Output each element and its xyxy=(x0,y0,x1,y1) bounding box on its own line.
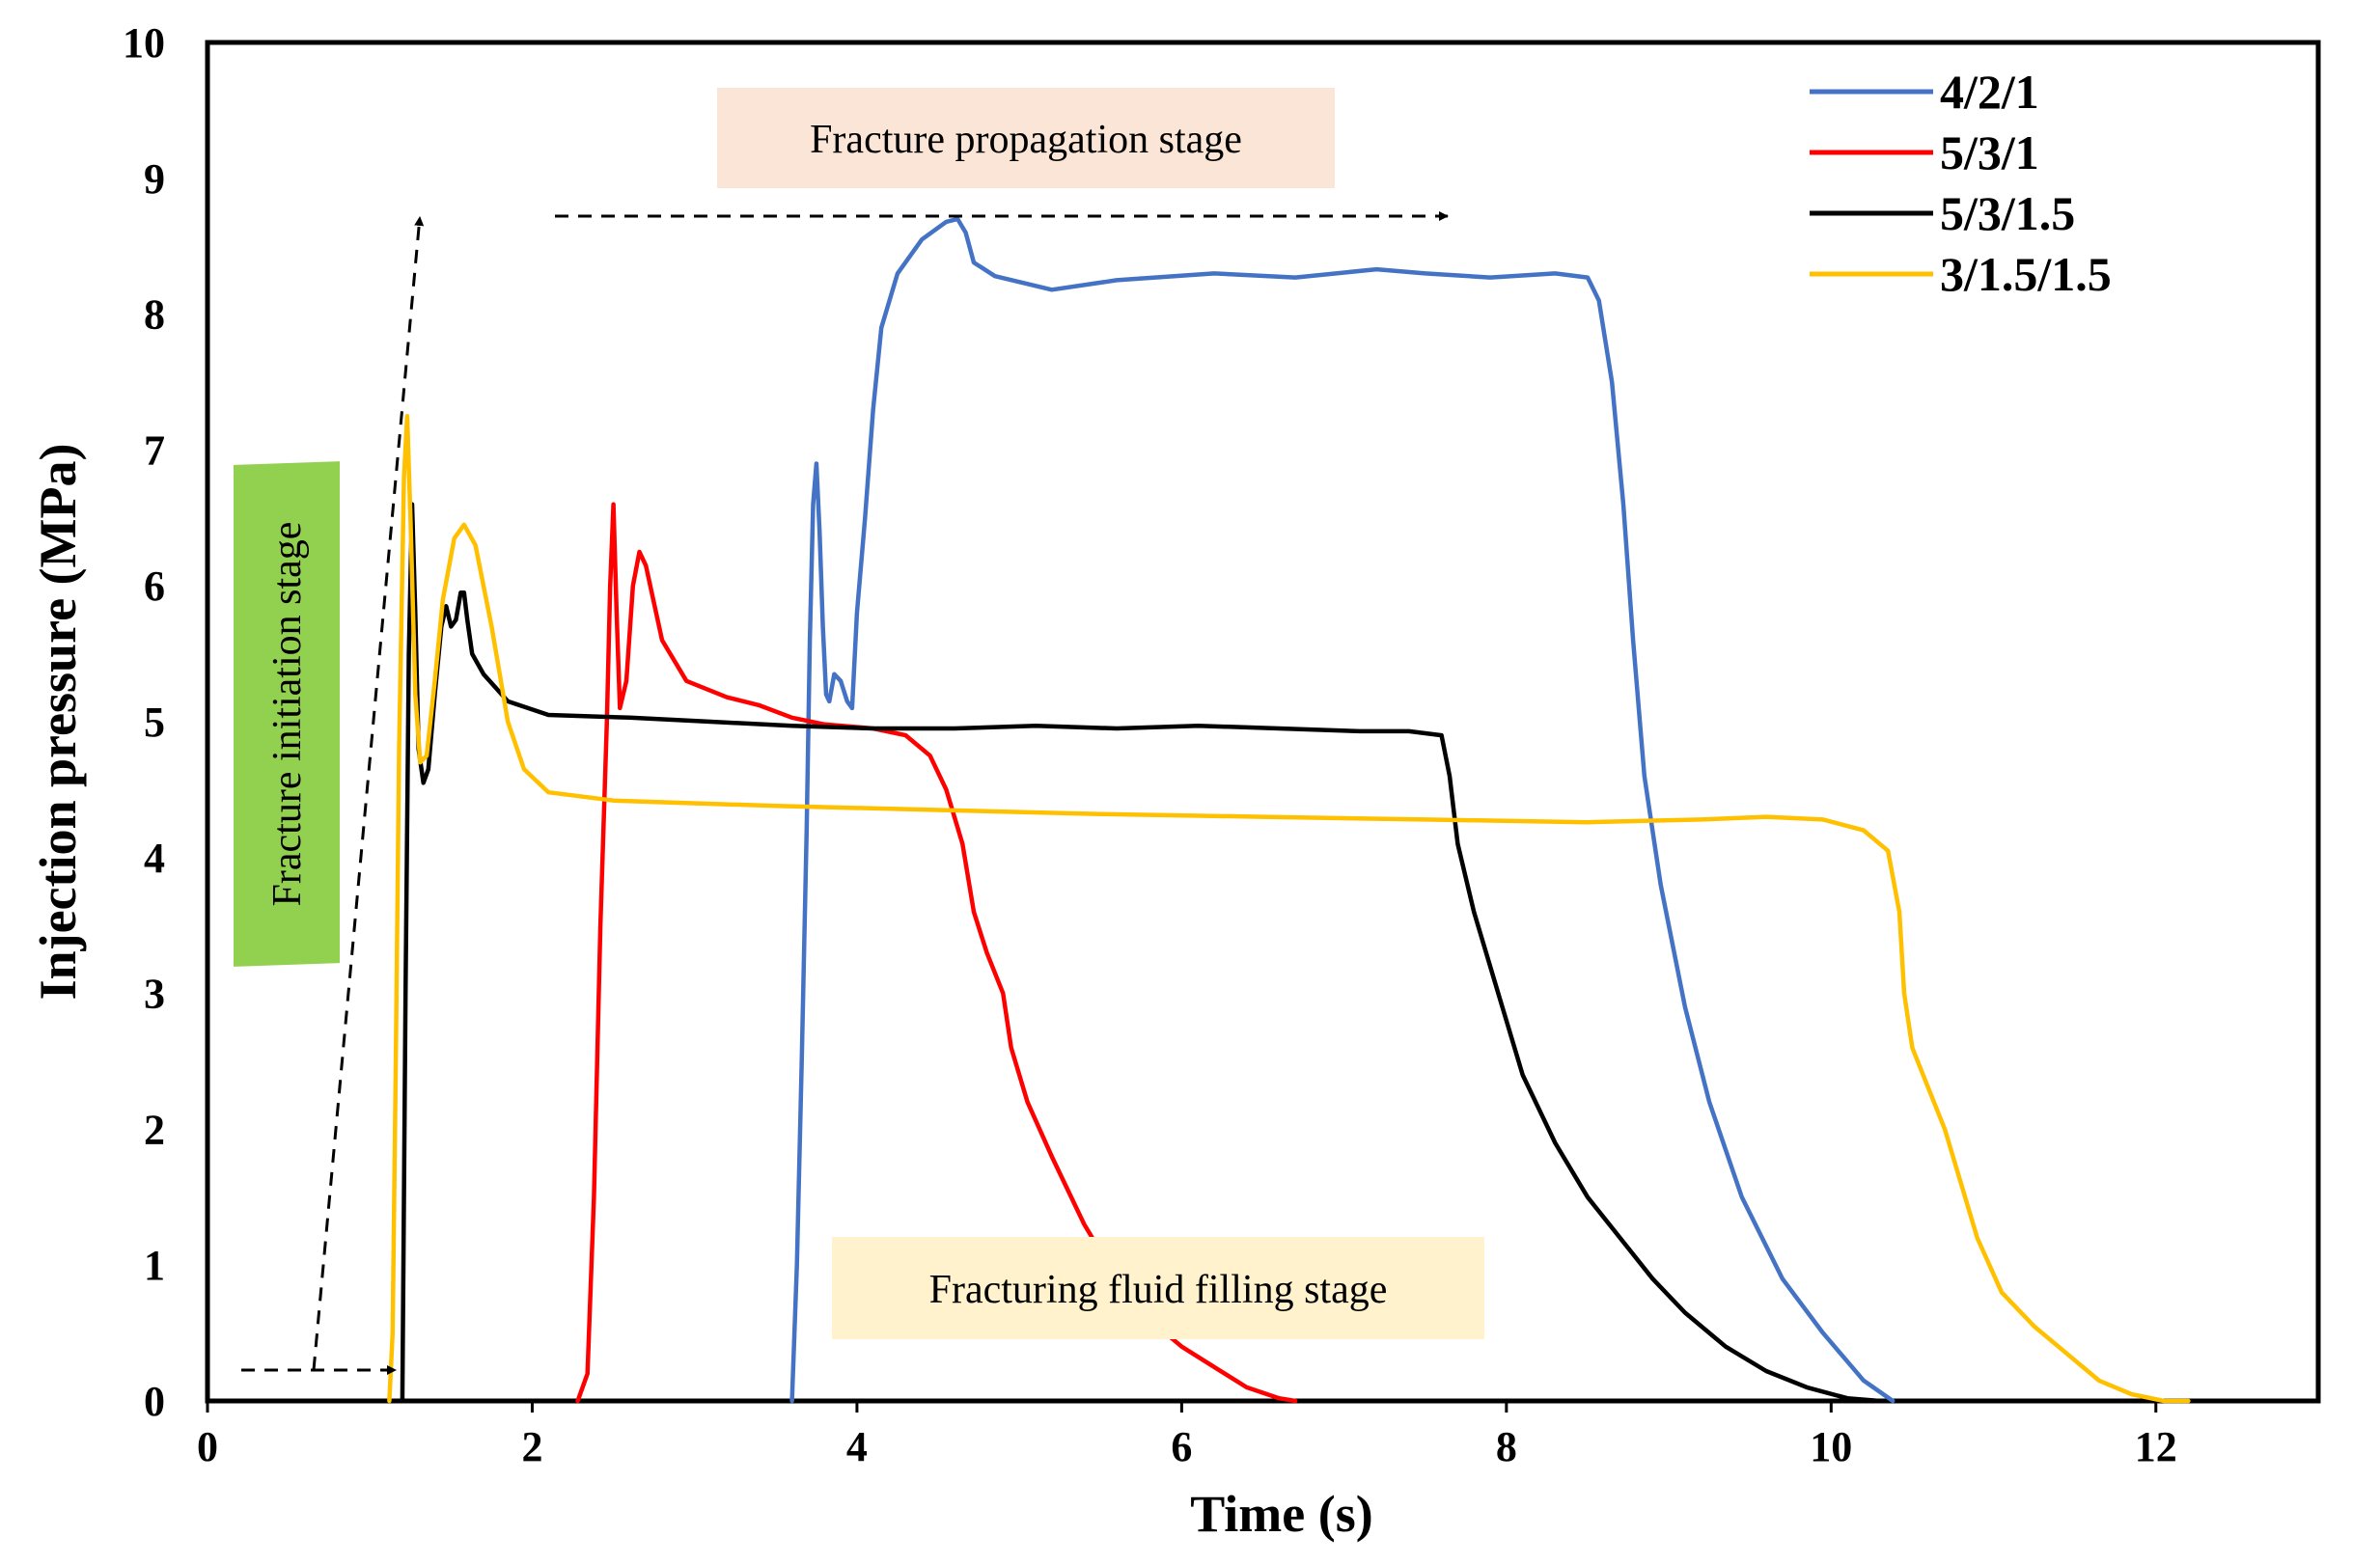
legend: 4/2/1 5/3/1 5/3/1.5 3/1.5/1.5 xyxy=(1810,65,2112,301)
y-tick-label: 10 xyxy=(123,19,165,67)
y-tick-label: 3 xyxy=(144,971,165,1018)
x-tick-label: 10 xyxy=(1810,1423,1852,1470)
propagation-annotation: Fracture propagation stage xyxy=(717,88,1335,188)
y-tick-label: 1 xyxy=(144,1242,165,1289)
legend-label-0: 4/2/1 xyxy=(1940,65,2039,119)
legend-label-1: 5/3/1 xyxy=(1940,125,2039,179)
legend-label-3: 3/1.5/1.5 xyxy=(1940,247,2112,301)
initiation-arrow xyxy=(312,216,425,1371)
y-tick-label: 2 xyxy=(144,1106,165,1153)
y-tick-label: 8 xyxy=(144,291,165,339)
initiation-annotation: Fracture initiation stage xyxy=(234,461,340,967)
x-tick-label: 0 xyxy=(197,1423,218,1470)
propagation-label: Fracture propagation stage xyxy=(810,118,1242,162)
x-tick-label: 4 xyxy=(846,1423,868,1470)
x-tick-label: 8 xyxy=(1496,1423,1517,1470)
x-tick-label: 6 xyxy=(1171,1423,1192,1470)
x-tick-label: 2 xyxy=(521,1423,542,1470)
filling-box xyxy=(832,1237,1484,1339)
filling-annotation: Fracturing fluid filling stage xyxy=(832,1237,1484,1339)
initiation-label: Fracture initiation stage xyxy=(265,522,310,907)
legend-label-2: 5/3/1.5 xyxy=(1940,186,2075,240)
y-tick-label: 7 xyxy=(144,426,165,474)
initiation-box xyxy=(234,461,340,967)
x-tick-label: 12 xyxy=(2135,1423,2177,1470)
y-tick-label: 6 xyxy=(144,562,165,610)
y-tick-label: 0 xyxy=(144,1378,165,1425)
filling-label: Fracturing fluid filling stage xyxy=(929,1268,1388,1312)
plot-area xyxy=(205,40,2321,1404)
series-line-3 xyxy=(387,413,2191,1404)
y-tick-label: 4 xyxy=(144,835,165,882)
series-line-0 xyxy=(789,216,1896,1404)
x-axis-title: Time (s) xyxy=(1190,1485,1372,1543)
series-layer xyxy=(387,216,2191,1404)
y-axis-title: Injection pressure (MPa) xyxy=(29,444,87,1001)
propagation-box xyxy=(717,88,1335,188)
y-tick-label: 5 xyxy=(144,699,165,746)
y-tick-label: 9 xyxy=(144,155,165,203)
